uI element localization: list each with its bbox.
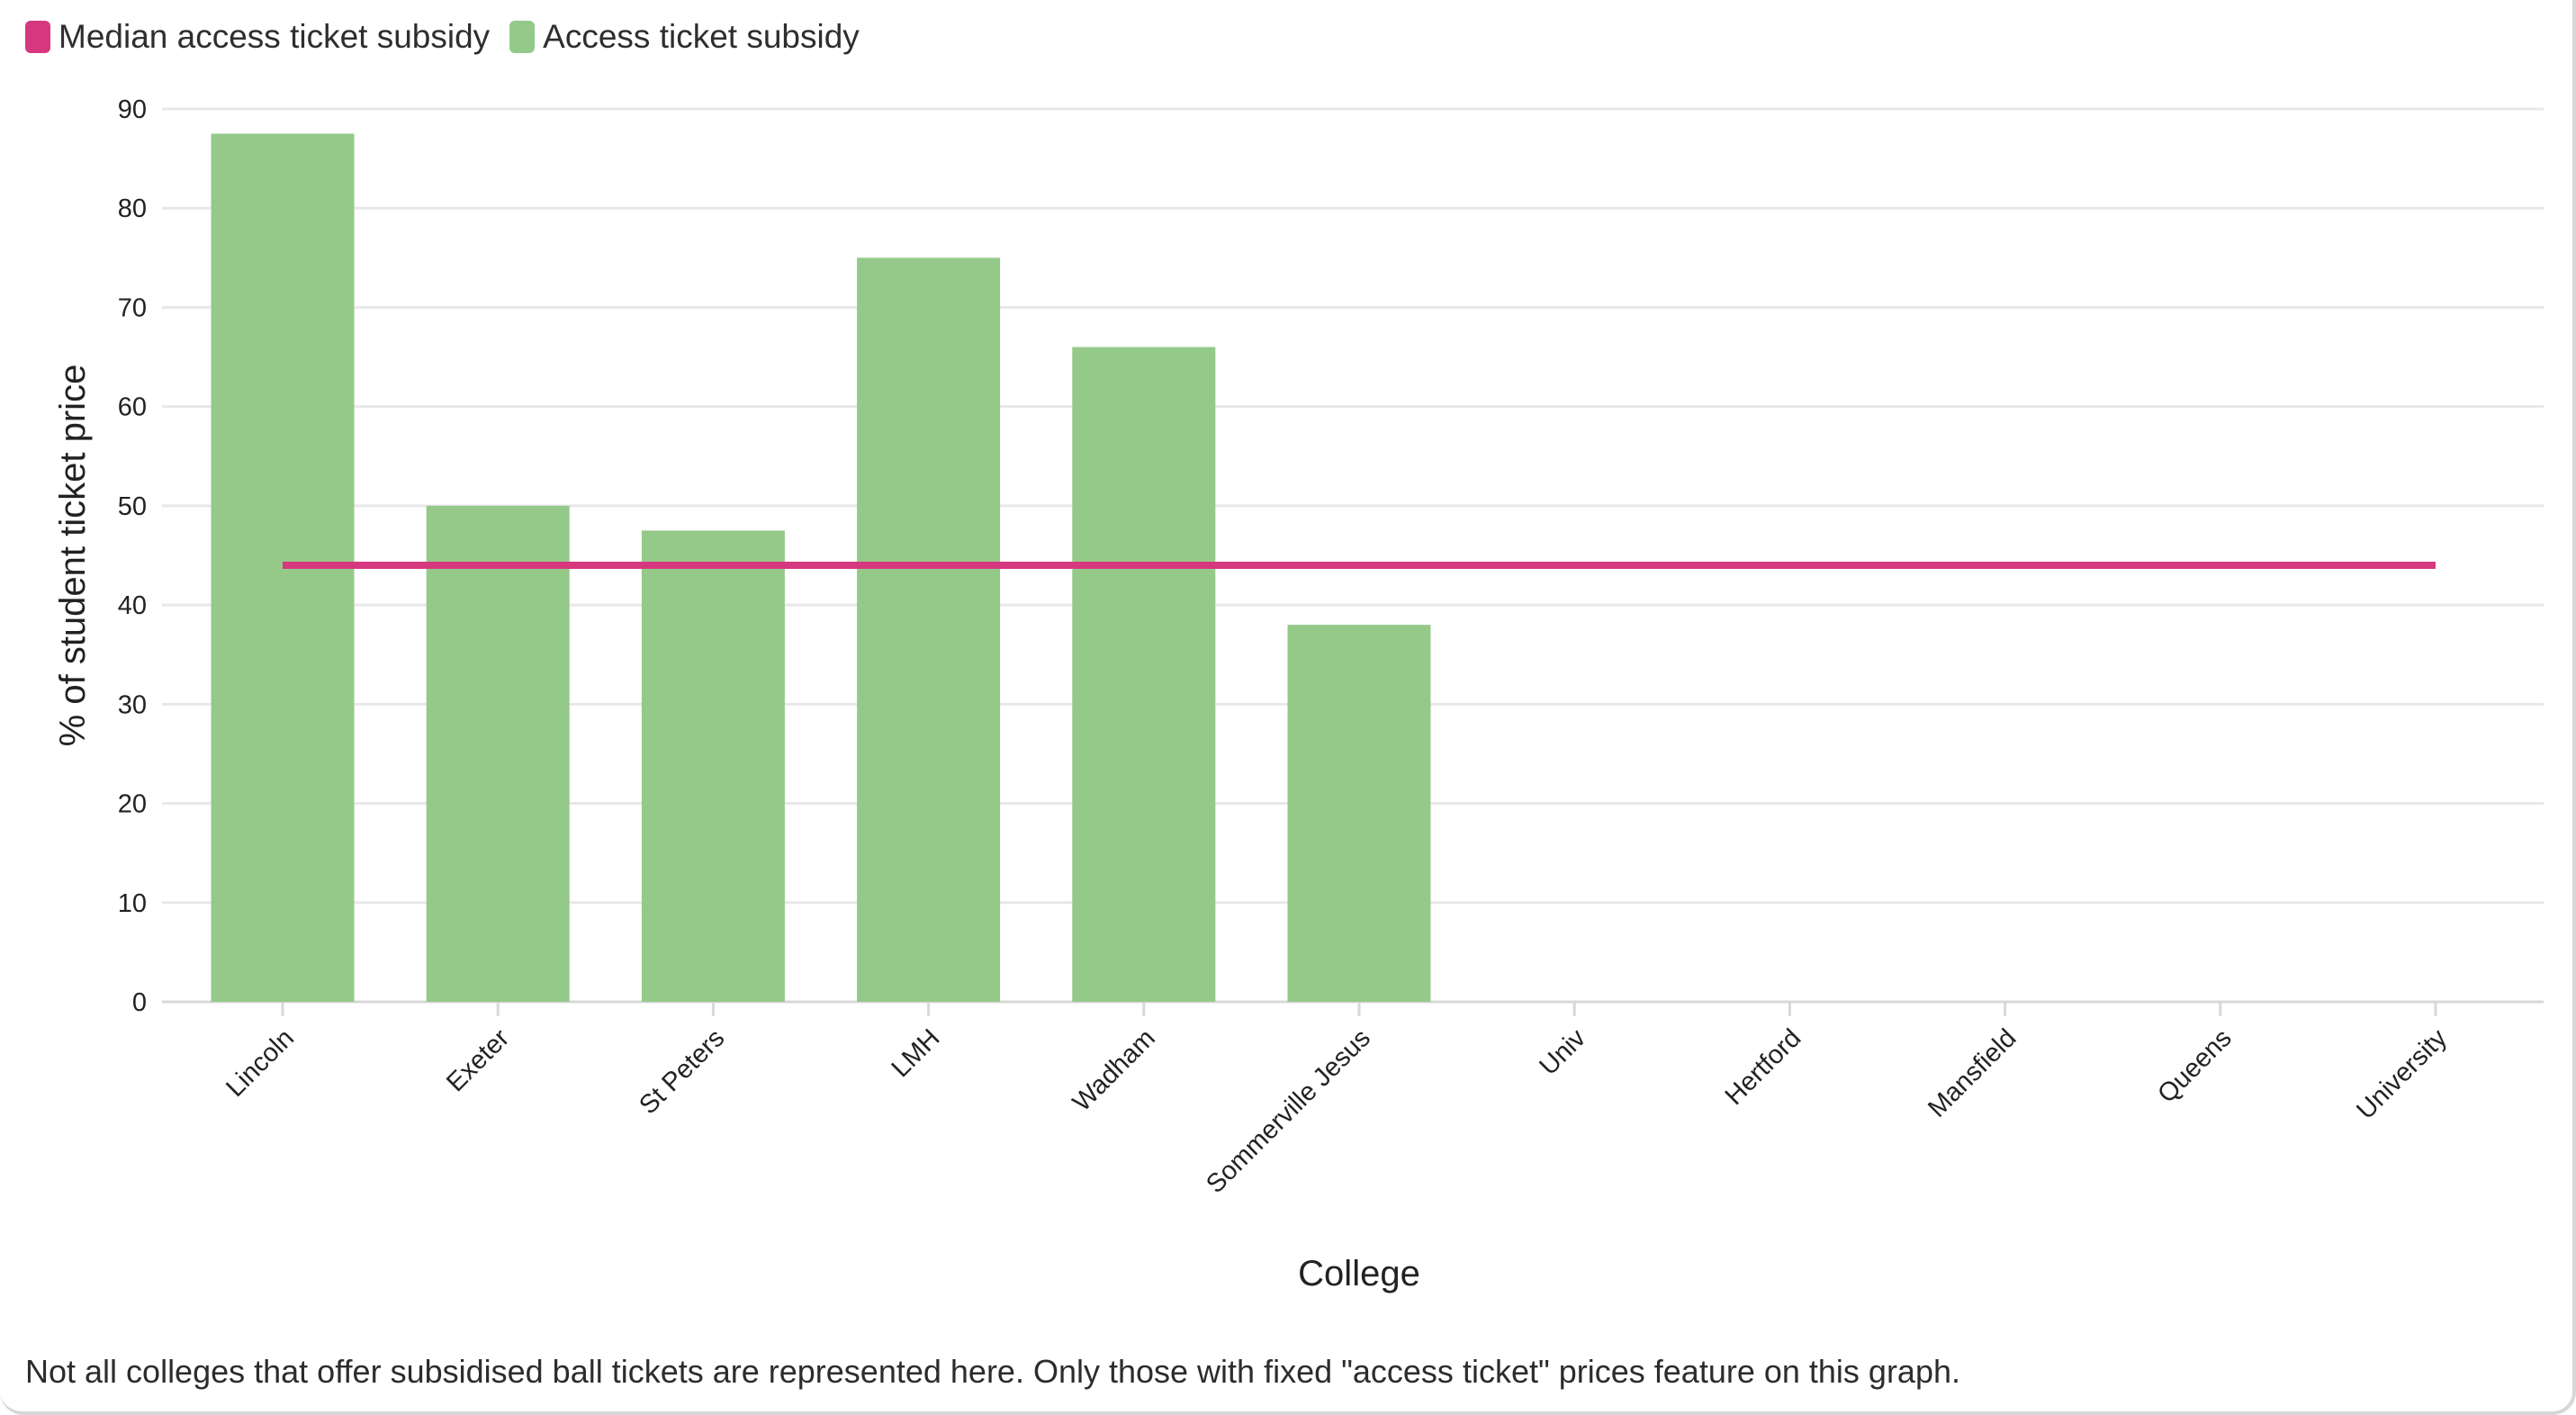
y-tick-label: 20 xyxy=(118,790,147,819)
access-subsidy-bar[interactable] xyxy=(426,505,570,1002)
y-tick-label: 70 xyxy=(118,293,147,322)
y-tick-label: 50 xyxy=(118,492,147,521)
x-tick-label: Sommerville Jesus xyxy=(1201,1023,1376,1199)
legend: Median access ticket subsidy Access tick… xyxy=(25,16,860,58)
legend-item-median[interactable]: Median access ticket subsidy xyxy=(25,16,490,58)
subsidy-swatch-icon xyxy=(509,21,536,53)
access-subsidy-bar[interactable] xyxy=(1072,347,1216,1002)
y-axis-title: % of student ticket price xyxy=(53,365,93,747)
y-tick-label: 30 xyxy=(118,690,147,719)
chart-footnote: Not all colleges that offer subsidised b… xyxy=(25,1353,1960,1390)
y-tick-label: 60 xyxy=(118,393,147,422)
y-tick-label: 10 xyxy=(118,889,147,918)
legend-label-median: Median access ticket subsidy xyxy=(59,18,491,55)
bars xyxy=(211,133,1431,1003)
x-tick-label: Lincoln xyxy=(221,1023,300,1103)
x-tick-label: Wadham xyxy=(1067,1023,1161,1117)
y-tick-label: 80 xyxy=(118,194,147,223)
y-tick-label: 90 xyxy=(118,95,147,124)
x-tick-label: LMH xyxy=(887,1023,946,1083)
legend-label-subsidy: Access ticket subsidy xyxy=(543,18,860,55)
x-tick-label: University xyxy=(2351,1023,2453,1125)
access-subsidy-bar[interactable] xyxy=(857,257,1001,1002)
y-tick-label: 0 xyxy=(132,988,147,1017)
y-tick-label: 40 xyxy=(118,591,147,620)
x-tick-label: Mansfield xyxy=(1923,1023,2022,1122)
x-tick-label: Exeter xyxy=(441,1023,515,1097)
x-tick-label: Univ xyxy=(1534,1023,1591,1081)
bar-chart: 0 10 20 30 40 50 60 70 80 90 Lincoln Exeter St Peter… xyxy=(53,95,2544,1293)
median-swatch-icon xyxy=(25,21,50,53)
access-subsidy-bar[interactable] xyxy=(1287,625,1431,1002)
x-tick-label: Queens xyxy=(2152,1023,2237,1108)
x-axis-title: College xyxy=(1298,1254,1420,1293)
legend-item-subsidy[interactable]: Access ticket subsidy xyxy=(509,16,860,58)
access-subsidy-bar[interactable] xyxy=(641,530,785,1002)
x-tick-label: Hertford xyxy=(1720,1023,1807,1111)
x-tick-label: St Peters xyxy=(634,1023,730,1120)
